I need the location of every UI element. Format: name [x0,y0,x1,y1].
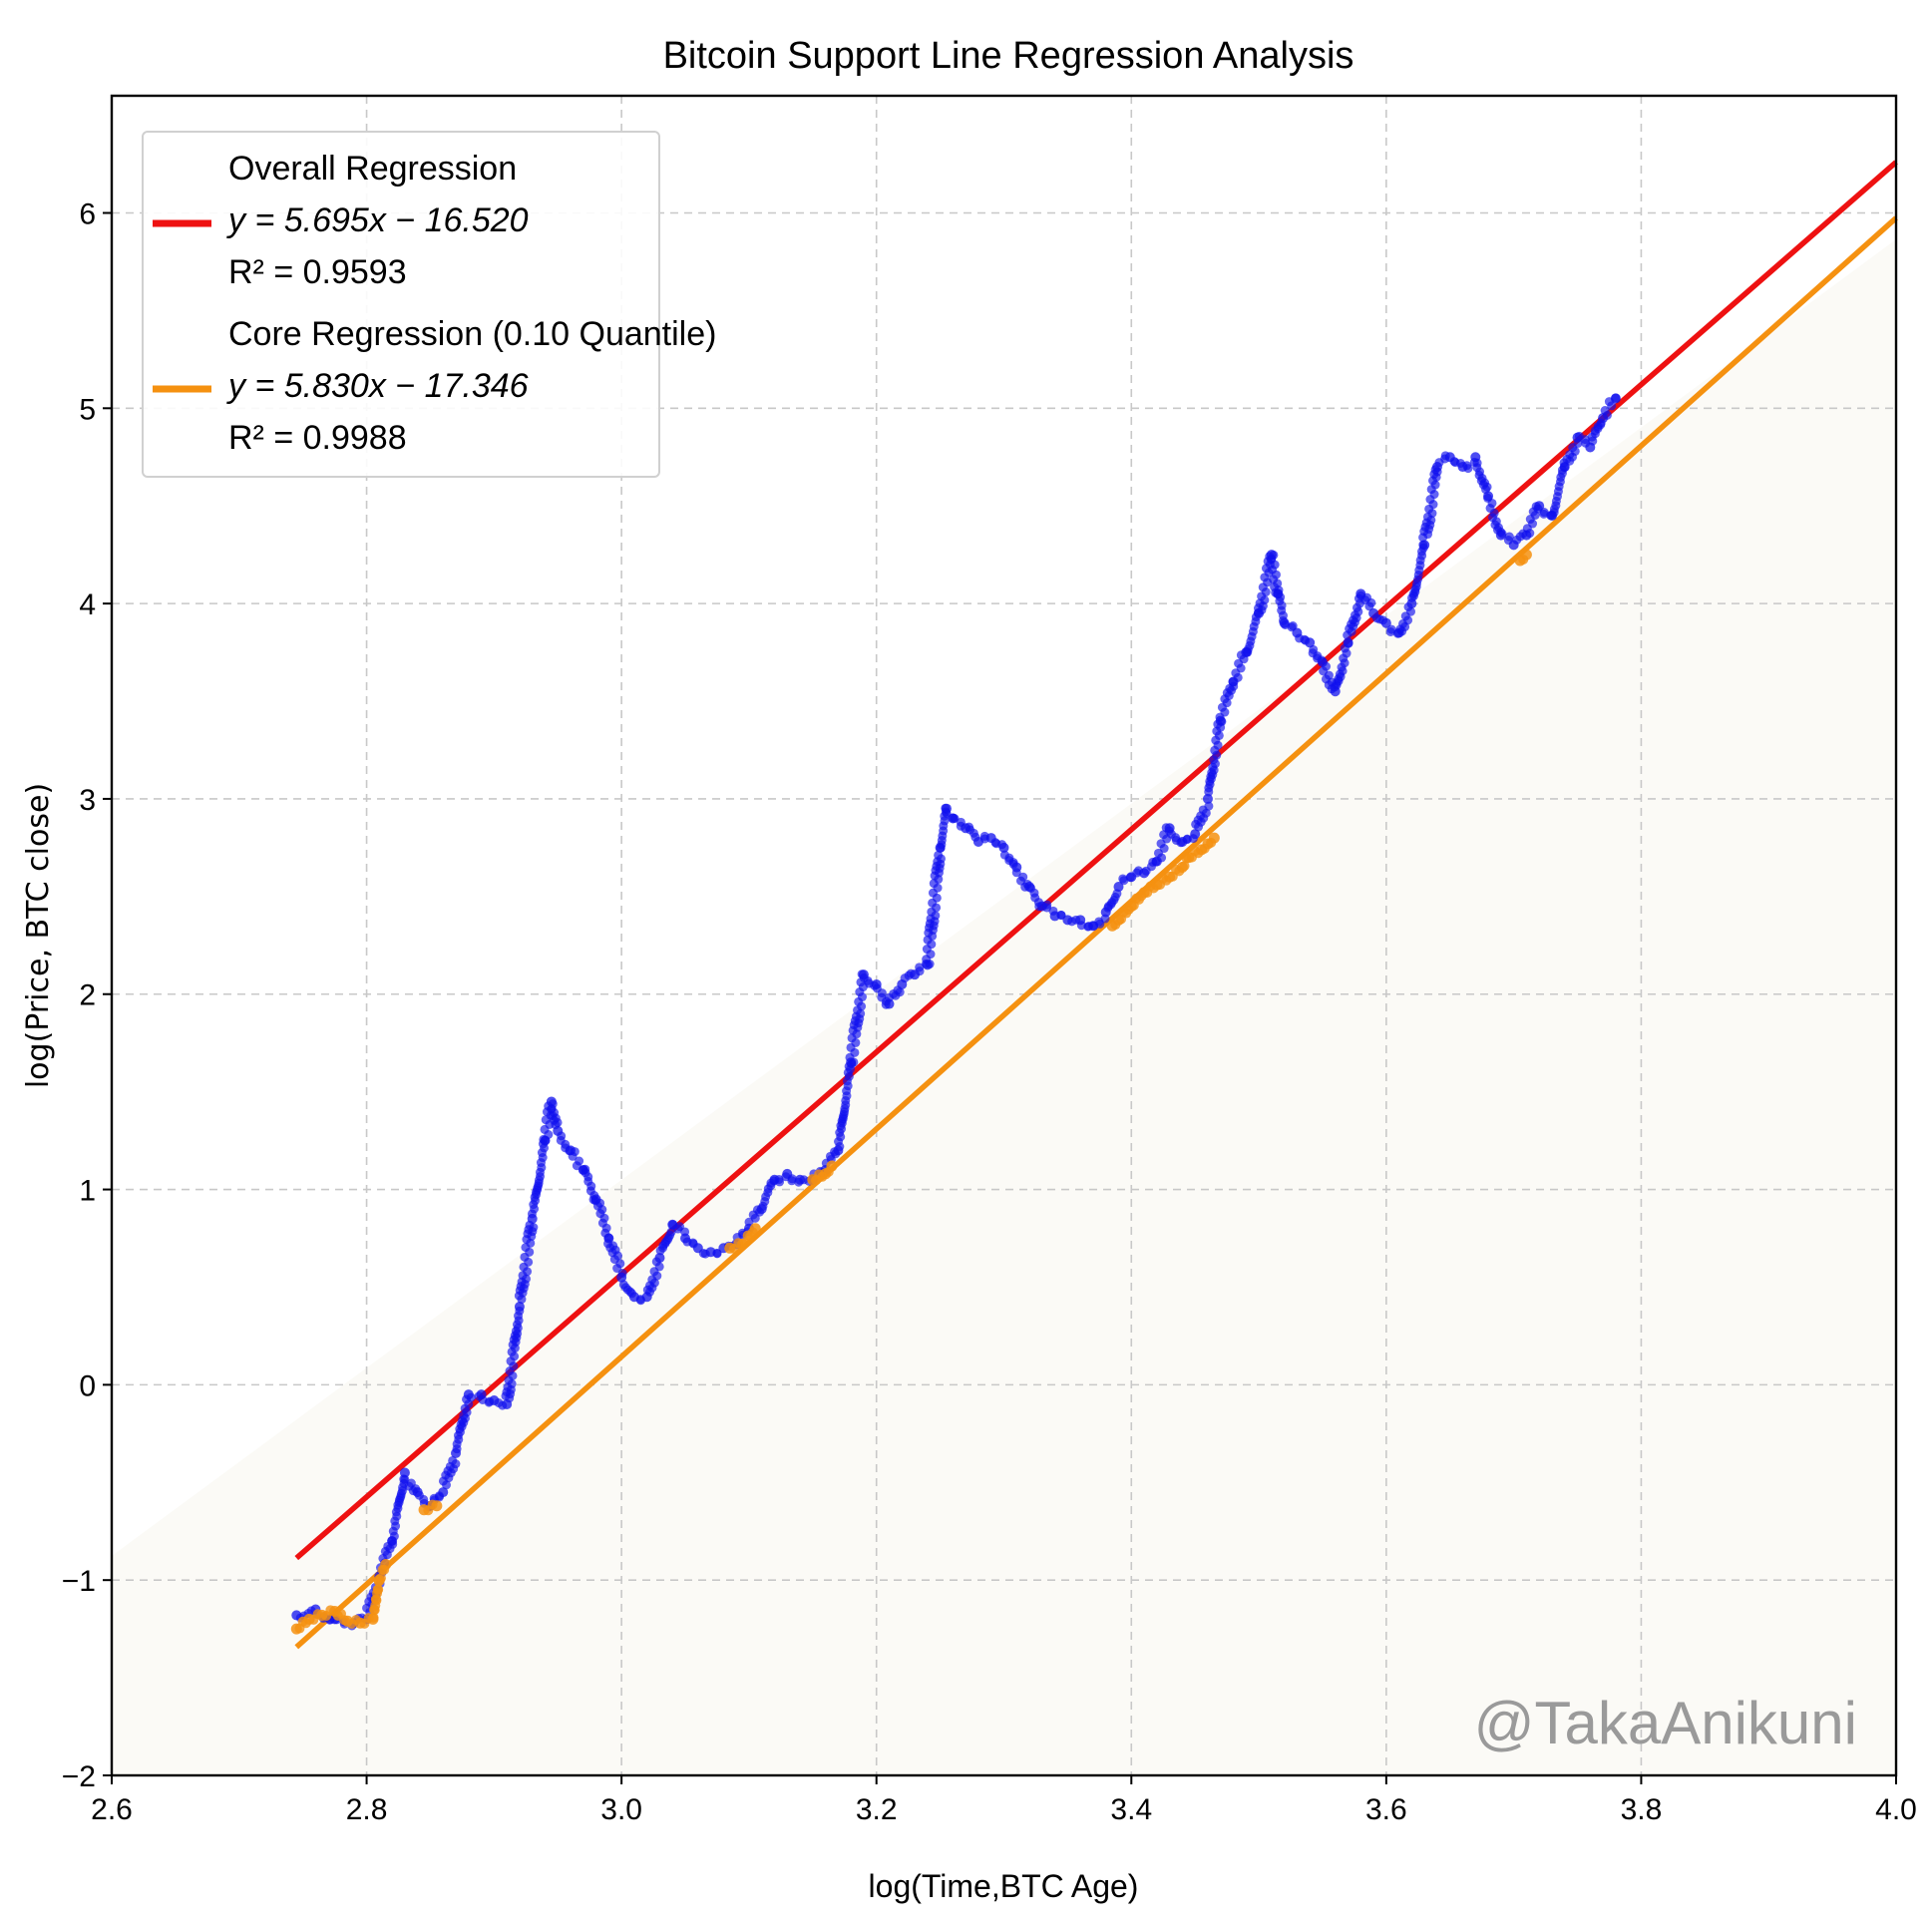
y-tick-label: 0 [79,1369,96,1402]
btc-close-point [998,842,1009,853]
btc-close-point [673,1224,683,1234]
core-quantile-point [380,1559,392,1571]
btc-close-point [1204,801,1214,811]
legend-core-r2: R² = 0.9988 [228,419,407,457]
btc-close-point [568,1151,578,1161]
btc-close-point [787,1176,797,1186]
core-quantile-point [749,1223,761,1235]
btc-close-point [1497,529,1507,539]
btc-close-point [654,1253,665,1264]
btc-close-points [291,393,1621,1631]
legend-overall-equation: y = 5.695x − 16.520 [226,201,529,239]
x-axis: 2.6 2.8 3.0 3.2 3.4 3.6 3.8 4.0 [91,1775,1917,1826]
btc-close-point [1202,793,1213,804]
core-quantile-point [1179,861,1190,872]
btc-close-point [774,1174,784,1184]
core-quantile-point [375,1573,386,1584]
y-axis-label: log(Price, BTC close) [21,783,56,1088]
btc-close-point [1462,461,1472,471]
btc-close-point [1539,509,1549,519]
btc-close-point [1305,637,1316,648]
watermark: @TakaAnikuni [1474,1690,1857,1756]
btc-close-point [1380,617,1391,628]
btc-close-point [546,1096,557,1107]
btc-close-point [1113,882,1124,893]
y-tick-label: 1 [79,1175,96,1208]
regression-lines [294,160,1898,1650]
core-quantile-points [290,549,1532,1635]
btc-close-point [1385,626,1395,636]
y-tick-label: 6 [79,197,96,230]
x-tick-label: 2.6 [91,1793,133,1826]
btc-close-point [1118,874,1128,884]
chart-title: Bitcoin Support Line Regression Analysis [663,35,1354,77]
btc-close-point [1343,637,1353,648]
y-tick-label: −1 [62,1565,96,1598]
x-tick-label: 3.8 [1621,1793,1663,1826]
x-tick-label: 4.0 [1875,1793,1917,1826]
core-quantile-point [1208,832,1220,844]
x-tick-label: 2.8 [346,1793,388,1826]
btc-close-point [1534,501,1545,512]
legend-box [142,131,660,478]
y-tick-label: 4 [79,588,96,621]
y-tick-label: 2 [79,979,96,1012]
btc-close-point [1190,829,1201,840]
btc-close-point [1610,393,1621,404]
y-tick-label: 5 [79,393,96,426]
overall-regression-line [294,160,1898,1561]
x-tick-label: 3.0 [600,1793,642,1826]
y-axis: −2 −1 0 1 2 3 4 5 6 [62,197,112,1793]
core-quantile-point [373,1584,384,1595]
legend-core-title: Core Regression (0.10 Quantile) [228,315,716,353]
support-zone-shade [112,239,1896,1775]
core-quantile-point [1520,549,1532,561]
btc-close-point [1364,601,1374,611]
btc-close-point [400,1474,410,1484]
btc-close-point [616,1272,627,1283]
legend-core-equation: y = 5.830x − 17.346 [226,367,529,405]
btc-close-point [399,1467,410,1478]
core-regression-line [294,215,1898,1650]
btc-close-point [666,1227,676,1237]
btc-close-point [438,1487,449,1498]
btc-close-point [514,1302,525,1313]
btc-close-point [1419,540,1430,551]
btc-close-point [1600,406,1610,416]
btc-close-point [915,963,925,972]
core-quantile-point [431,1500,443,1512]
legend: Overall Regression y = 5.695x − 16.520 R… [142,131,716,478]
btc-close-point [934,850,944,860]
btc-close-point [712,1248,722,1258]
core-quantile-point [826,1160,838,1172]
btc-close-point [466,1392,476,1402]
btc-close-point [448,1455,458,1465]
y-tick-label: 3 [79,784,96,817]
core-quantile-point [368,1612,379,1623]
y-tick-label: −2 [62,1760,96,1793]
x-axis-label: log(Time,BTC Age) [869,1868,1139,1904]
x-tick-label: 3.4 [1110,1793,1152,1826]
plot-frame [110,94,1898,1777]
legend-overall-r2: R² = 0.9593 [228,253,407,291]
x-tick-label: 3.6 [1365,1793,1407,1826]
x-tick-label: 3.2 [856,1793,898,1826]
btc-close-point [1011,868,1021,878]
legend-overall-title: Overall Regression [228,150,517,188]
